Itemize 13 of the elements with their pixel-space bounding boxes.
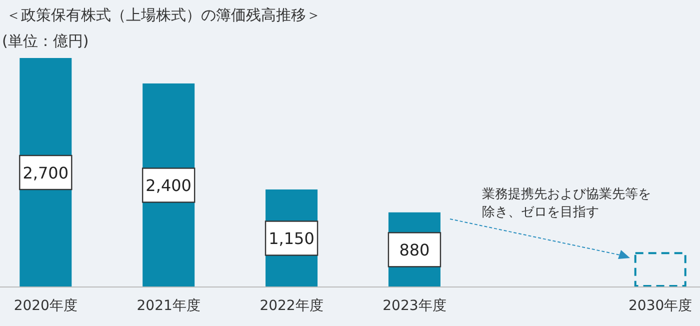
data-label: 2,700 <box>22 164 69 182</box>
data-label: 1,150 <box>268 229 314 248</box>
chart-subtitle: (単位：億円) <box>2 32 89 50</box>
x-tick-label: 2021年度 <box>136 298 200 314</box>
x-tick-label: 2023年度 <box>382 298 446 314</box>
data-label: 2,400 <box>146 176 192 196</box>
chart-title: ＜政策保有株式（上場株式）の簿価残高推移＞ <box>6 6 321 24</box>
x-tick-label: 2022年度 <box>260 298 324 314</box>
bar <box>634 252 686 287</box>
data-label: 880 <box>399 240 430 260</box>
annotation: 業務提携先および協業先等を除き、ゼロを目指す <box>482 187 651 220</box>
x-tick-label: 2030年度 <box>628 298 692 314</box>
x-tick-label: 2020年度 <box>14 298 78 314</box>
